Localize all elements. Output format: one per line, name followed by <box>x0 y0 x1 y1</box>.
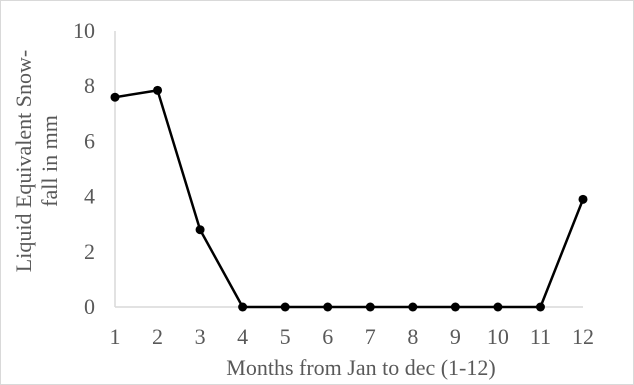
y-tick-label: 10 <box>73 18 95 43</box>
y-tick-labels: 0 2 4 6 8 10 <box>73 18 95 319</box>
x-tick-label: 8 <box>407 324 418 349</box>
x-tick-label: 11 <box>530 324 551 349</box>
data-point <box>365 302 375 312</box>
data-point <box>153 85 163 95</box>
data-point <box>280 302 290 312</box>
x-tick-label: 3 <box>195 324 206 349</box>
x-tick-label: 4 <box>237 324 248 349</box>
data-point <box>535 302 545 312</box>
x-tick-labels: 1 2 3 4 5 6 7 8 9 10 11 12 <box>110 324 595 349</box>
x-tick-label: 5 <box>280 324 291 349</box>
data-point <box>408 302 418 312</box>
x-tick-label: 2 <box>152 324 163 349</box>
y-tick-label: 0 <box>84 294 95 319</box>
x-tick-label: 9 <box>450 324 461 349</box>
y-axis-title: Liquid Equivalent Snow- fall in mm <box>11 50 62 272</box>
y-tick-label: 6 <box>84 128 95 153</box>
data-point <box>195 225 205 235</box>
y-tick-label: 8 <box>84 73 95 98</box>
x-axis-title: Months from Jan to dec (1-12) <box>226 355 495 380</box>
axes <box>114 31 583 308</box>
x-tick-label: 7 <box>365 324 376 349</box>
data-point <box>578 194 588 204</box>
data-point <box>238 302 248 312</box>
y-axis-title-line-2: fall in mm <box>37 115 62 207</box>
data-point <box>323 302 333 312</box>
data-point <box>110 92 120 102</box>
y-axis-title-line-1: Liquid Equivalent Snow- <box>11 50 36 272</box>
y-tick-label: 4 <box>84 184 95 209</box>
series-group <box>110 85 588 312</box>
x-tick-label: 10 <box>487 324 509 349</box>
data-point <box>493 302 503 312</box>
x-tick-label: 1 <box>110 324 121 349</box>
x-tick-label: 6 <box>322 324 333 349</box>
series-line <box>114 89 585 309</box>
x-tick-label: 12 <box>572 324 594 349</box>
data-point <box>450 302 460 312</box>
y-tick-label: 2 <box>84 239 95 264</box>
